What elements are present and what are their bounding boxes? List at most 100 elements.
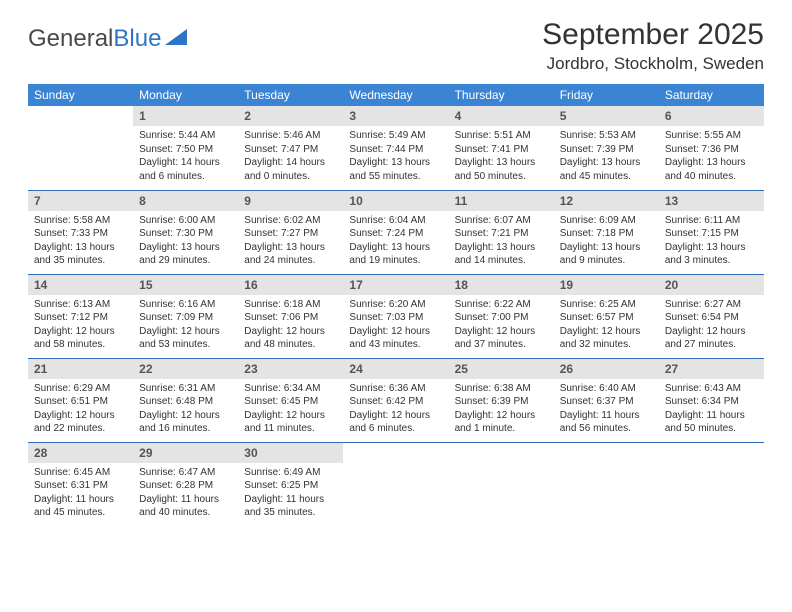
daylight-text-1: Daylight: 12 hours (560, 325, 653, 339)
daylight-text-1: Daylight: 13 hours (560, 156, 653, 170)
day-details: Sunrise: 6:27 AMSunset: 6:54 PMDaylight:… (659, 295, 764, 356)
sunrise-text: Sunrise: 5:53 AM (560, 129, 653, 143)
calendar-cell: 24Sunrise: 6:36 AMSunset: 6:42 PMDayligh… (343, 358, 448, 442)
sunset-text: Sunset: 6:34 PM (665, 395, 758, 409)
day-number: 6 (659, 106, 764, 126)
daylight-text-2: and 27 minutes. (665, 338, 758, 352)
calendar-cell: 12Sunrise: 6:09 AMSunset: 7:18 PMDayligh… (554, 190, 659, 274)
calendar-cell: . (28, 106, 133, 190)
day-number: 12 (554, 191, 659, 211)
calendar-cell: . (659, 442, 764, 526)
daylight-text-1: Daylight: 12 hours (34, 409, 127, 423)
daylight-text-2: and 29 minutes. (139, 254, 232, 268)
calendar-cell: 8Sunrise: 6:00 AMSunset: 7:30 PMDaylight… (133, 190, 238, 274)
calendar-cell: 9Sunrise: 6:02 AMSunset: 7:27 PMDaylight… (238, 190, 343, 274)
day-details: Sunrise: 6:34 AMSunset: 6:45 PMDaylight:… (238, 379, 343, 440)
weekday-header-row: Sunday Monday Tuesday Wednesday Thursday… (28, 84, 764, 106)
day-details: Sunrise: 6:09 AMSunset: 7:18 PMDaylight:… (554, 211, 659, 272)
day-details: Sunrise: 5:44 AMSunset: 7:50 PMDaylight:… (133, 126, 238, 187)
sunrise-text: Sunrise: 5:46 AM (244, 129, 337, 143)
calendar-cell: 26Sunrise: 6:40 AMSunset: 6:37 PMDayligh… (554, 358, 659, 442)
daylight-text-1: Daylight: 13 hours (244, 241, 337, 255)
sunrise-text: Sunrise: 5:55 AM (665, 129, 758, 143)
sunrise-text: Sunrise: 6:20 AM (349, 298, 442, 312)
logo-text-1: General (28, 25, 113, 53)
day-number: 3 (343, 106, 448, 126)
calendar-cell: 16Sunrise: 6:18 AMSunset: 7:06 PMDayligh… (238, 274, 343, 358)
day-number: 7 (28, 191, 133, 211)
weekday-header: Tuesday (238, 84, 343, 106)
calendar-cell: 15Sunrise: 6:16 AMSunset: 7:09 PMDayligh… (133, 274, 238, 358)
daylight-text-1: Daylight: 12 hours (139, 325, 232, 339)
day-details: Sunrise: 6:40 AMSunset: 6:37 PMDaylight:… (554, 379, 659, 440)
calendar-cell: 3Sunrise: 5:49 AMSunset: 7:44 PMDaylight… (343, 106, 448, 190)
sunrise-text: Sunrise: 6:29 AM (34, 382, 127, 396)
calendar-cell: 25Sunrise: 6:38 AMSunset: 6:39 PMDayligh… (449, 358, 554, 442)
day-number: 19 (554, 275, 659, 295)
calendar-cell: 5Sunrise: 5:53 AMSunset: 7:39 PMDaylight… (554, 106, 659, 190)
day-details: Sunrise: 5:51 AMSunset: 7:41 PMDaylight:… (449, 126, 554, 187)
day-number: 16 (238, 275, 343, 295)
sunset-text: Sunset: 7:27 PM (244, 227, 337, 241)
day-details: Sunrise: 6:16 AMSunset: 7:09 PMDaylight:… (133, 295, 238, 356)
calendar-cell: 21Sunrise: 6:29 AMSunset: 6:51 PMDayligh… (28, 358, 133, 442)
day-number: 4 (449, 106, 554, 126)
day-number: 28 (28, 443, 133, 463)
daylight-text-2: and 45 minutes. (34, 506, 127, 520)
daylight-text-2: and 48 minutes. (244, 338, 337, 352)
sunrise-text: Sunrise: 5:44 AM (139, 129, 232, 143)
day-details: Sunrise: 6:20 AMSunset: 7:03 PMDaylight:… (343, 295, 448, 356)
title-block: September 2025 Jordbro, Stockholm, Swede… (542, 18, 764, 74)
sunset-text: Sunset: 7:47 PM (244, 143, 337, 157)
calendar-cell: . (449, 442, 554, 526)
sunrise-text: Sunrise: 6:45 AM (34, 466, 127, 480)
daylight-text-1: Daylight: 11 hours (34, 493, 127, 507)
day-details: Sunrise: 5:46 AMSunset: 7:47 PMDaylight:… (238, 126, 343, 187)
daylight-text-2: and 1 minute. (455, 422, 548, 436)
calendar-cell: 13Sunrise: 6:11 AMSunset: 7:15 PMDayligh… (659, 190, 764, 274)
daylight-text-2: and 0 minutes. (244, 170, 337, 184)
sunrise-text: Sunrise: 6:43 AM (665, 382, 758, 396)
daylight-text-1: Daylight: 13 hours (349, 241, 442, 255)
calendar-row: 7Sunrise: 5:58 AMSunset: 7:33 PMDaylight… (28, 190, 764, 274)
calendar-cell: 30Sunrise: 6:49 AMSunset: 6:25 PMDayligh… (238, 442, 343, 526)
daylight-text-2: and 16 minutes. (139, 422, 232, 436)
daylight-text-1: Daylight: 12 hours (139, 409, 232, 423)
daylight-text-1: Daylight: 12 hours (244, 325, 337, 339)
daylight-text-1: Daylight: 13 hours (665, 241, 758, 255)
day-details: Sunrise: 6:02 AMSunset: 7:27 PMDaylight:… (238, 211, 343, 272)
sunrise-text: Sunrise: 6:04 AM (349, 214, 442, 228)
day-number: 30 (238, 443, 343, 463)
calendar-row: .1Sunrise: 5:44 AMSunset: 7:50 PMDayligh… (28, 106, 764, 190)
daylight-text-1: Daylight: 13 hours (34, 241, 127, 255)
calendar-cell: 4Sunrise: 5:51 AMSunset: 7:41 PMDaylight… (449, 106, 554, 190)
sunrise-text: Sunrise: 5:58 AM (34, 214, 127, 228)
daylight-text-2: and 55 minutes. (349, 170, 442, 184)
daylight-text-2: and 24 minutes. (244, 254, 337, 268)
daylight-text-2: and 35 minutes. (34, 254, 127, 268)
sunset-text: Sunset: 6:45 PM (244, 395, 337, 409)
daylight-text-2: and 37 minutes. (455, 338, 548, 352)
daylight-text-2: and 43 minutes. (349, 338, 442, 352)
sunrise-text: Sunrise: 6:27 AM (665, 298, 758, 312)
day-details: Sunrise: 6:25 AMSunset: 6:57 PMDaylight:… (554, 295, 659, 356)
weekday-header: Friday (554, 84, 659, 106)
sunrise-text: Sunrise: 6:16 AM (139, 298, 232, 312)
daylight-text-2: and 58 minutes. (34, 338, 127, 352)
calendar-cell: 28Sunrise: 6:45 AMSunset: 6:31 PMDayligh… (28, 442, 133, 526)
day-number: 2 (238, 106, 343, 126)
day-number: 26 (554, 359, 659, 379)
day-details: Sunrise: 6:31 AMSunset: 6:48 PMDaylight:… (133, 379, 238, 440)
day-number: 1 (133, 106, 238, 126)
daylight-text-2: and 6 minutes. (349, 422, 442, 436)
calendar-cell: 29Sunrise: 6:47 AMSunset: 6:28 PMDayligh… (133, 442, 238, 526)
daylight-text-2: and 35 minutes. (244, 506, 337, 520)
day-number: 11 (449, 191, 554, 211)
weekday-header: Saturday (659, 84, 764, 106)
daylight-text-1: Daylight: 13 hours (455, 241, 548, 255)
calendar-cell: 6Sunrise: 5:55 AMSunset: 7:36 PMDaylight… (659, 106, 764, 190)
sunset-text: Sunset: 7:12 PM (34, 311, 127, 325)
sunset-text: Sunset: 7:30 PM (139, 227, 232, 241)
daylight-text-2: and 45 minutes. (560, 170, 653, 184)
calendar-table: Sunday Monday Tuesday Wednesday Thursday… (28, 84, 764, 526)
